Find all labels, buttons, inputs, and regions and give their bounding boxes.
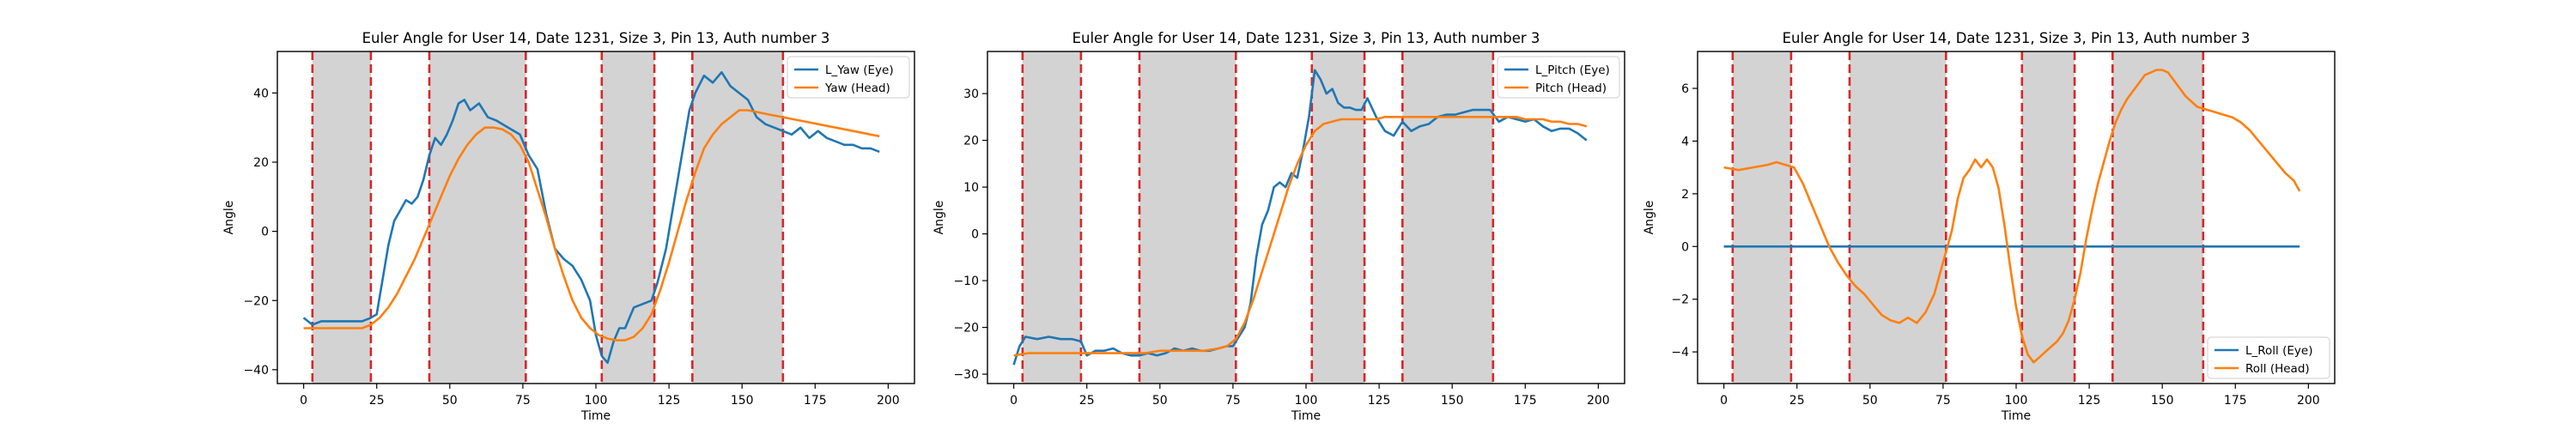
- y-tick-label: 30: [963, 88, 979, 101]
- y-tick-label: −2: [1671, 293, 1689, 307]
- x-tick-label: 0: [1720, 394, 1728, 408]
- chart-title: Euler Angle for User 14, Date 1231, Size…: [362, 30, 830, 46]
- axes-frame: [1697, 51, 2336, 384]
- y-tick-label: −30: [953, 368, 979, 382]
- x-tick-label: 75: [1225, 394, 1241, 408]
- series-line-eye: [1012, 69, 1588, 366]
- x-tick-label: 50: [1862, 394, 1878, 408]
- x-tick-label: 50: [442, 394, 458, 408]
- x-tick-label: 200: [877, 394, 900, 408]
- y-tick-label: −10: [953, 275, 979, 288]
- x-tick-label: 150: [731, 394, 754, 408]
- series-line-head: [1013, 116, 1588, 357]
- x-tick-label: 75: [515, 394, 531, 408]
- y-tick-label: 0: [261, 226, 269, 239]
- legend-label: Roll (Head): [2245, 362, 2310, 376]
- x-tick-label: 50: [1152, 394, 1168, 408]
- x-tick-label: 25: [1789, 394, 1805, 408]
- shaded-interval: [428, 51, 526, 384]
- x-tick-label: 100: [1295, 394, 1318, 408]
- chart-1: 0 25 50 75 100 125 150 175 200 −40 −20 0 20 40 Euler A…: [222, 30, 915, 423]
- y-tick-label: −4: [1671, 346, 1689, 360]
- shaded-interval: [1311, 51, 1365, 384]
- shaded-interval: [1022, 51, 1081, 384]
- legend-label: L_Yaw (Eye): [825, 63, 894, 77]
- x-tick-label: 125: [1368, 394, 1391, 408]
- shaded-interval: [1849, 51, 1947, 384]
- y-tick-label: 0: [971, 228, 979, 242]
- x-tick-label: 200: [2297, 394, 2320, 408]
- legend-label: L_Pitch (Eye): [1535, 63, 1610, 77]
- x-tick-label: 175: [804, 394, 827, 408]
- series-line-eye: [302, 70, 880, 365]
- legend: L_Roll (Eye) Roll (Head): [2207, 336, 2330, 379]
- legend-label: L_Roll (Eye): [2245, 344, 2312, 358]
- legend: L_Yaw (Eye) Yaw (Head): [787, 56, 910, 99]
- legend-label: Yaw (Head): [824, 82, 890, 95]
- x-tick-label: 150: [2151, 394, 2174, 408]
- x-axis-label: Time: [2001, 409, 2031, 423]
- y-tick-label: 2: [1681, 188, 1689, 202]
- chart-3: 0 25 50 75 100 125 150 175 200 −4 −2 0 2 4 6 Euler Angl…: [1643, 30, 2336, 423]
- axes-frame: [987, 51, 1625, 384]
- x-tick-label: 175: [1514, 394, 1537, 408]
- x-tick-label: 125: [2078, 394, 2101, 408]
- x-tick-label: 0: [1010, 394, 1018, 408]
- x-tick-label: 25: [1079, 394, 1095, 408]
- y-tick-label: 4: [1681, 135, 1689, 148]
- x-tick-label: 200: [1587, 394, 1610, 408]
- y-tick-label: 40: [253, 87, 269, 100]
- x-axis-label: Time: [580, 409, 611, 423]
- x-tick-label: 150: [1441, 394, 1464, 408]
- shaded-interval: [2021, 51, 2075, 384]
- chart-title: Euler Angle for User 14, Date 1231, Size…: [1783, 30, 2251, 46]
- shaded-interval: [601, 51, 655, 384]
- x-tick-label: 100: [585, 394, 608, 408]
- series-line-head: [303, 109, 880, 341]
- y-tick-label: 6: [1681, 82, 1689, 96]
- y-axis-label: Angle: [222, 201, 236, 235]
- shaded-interval: [1732, 51, 1791, 384]
- y-axis-label: Angle: [1643, 201, 1656, 235]
- x-tick-label: 125: [658, 394, 681, 408]
- x-tick-label: 100: [2005, 394, 2028, 408]
- shaded-interval: [1402, 51, 1493, 384]
- y-tick-label: −40: [243, 364, 269, 378]
- x-tick-label: 25: [369, 394, 385, 408]
- y-tick-label: 10: [963, 181, 979, 195]
- y-tick-label: 20: [963, 135, 979, 148]
- y-tick-label: −20: [243, 294, 269, 308]
- y-tick-label: 0: [1681, 240, 1689, 254]
- shaded-interval: [312, 51, 371, 384]
- shaded-interval: [1139, 51, 1236, 384]
- chart-2: 0 25 50 75 100 125 150 175 200 −30 −20 −10 0 10 20 30 Eu…: [933, 30, 1625, 423]
- chart-title: Euler Angle for User 14, Date 1231, Size…: [1072, 30, 1540, 46]
- x-axis-label: Time: [1291, 409, 1321, 423]
- shaded-interval: [2112, 51, 2203, 384]
- series-line-head: [1723, 69, 2301, 364]
- legend-label: Pitch (Head): [1535, 82, 1607, 95]
- legend: L_Pitch (Eye) Pitch (Head): [1497, 56, 1620, 99]
- shaded-interval: [692, 51, 783, 384]
- x-tick-label: 175: [2224, 394, 2247, 408]
- x-tick-label: 0: [300, 394, 307, 408]
- x-tick-label: 75: [1935, 394, 1951, 408]
- y-tick-label: −20: [953, 322, 979, 335]
- y-axis-label: Angle: [933, 201, 946, 235]
- y-tick-label: 20: [253, 156, 269, 170]
